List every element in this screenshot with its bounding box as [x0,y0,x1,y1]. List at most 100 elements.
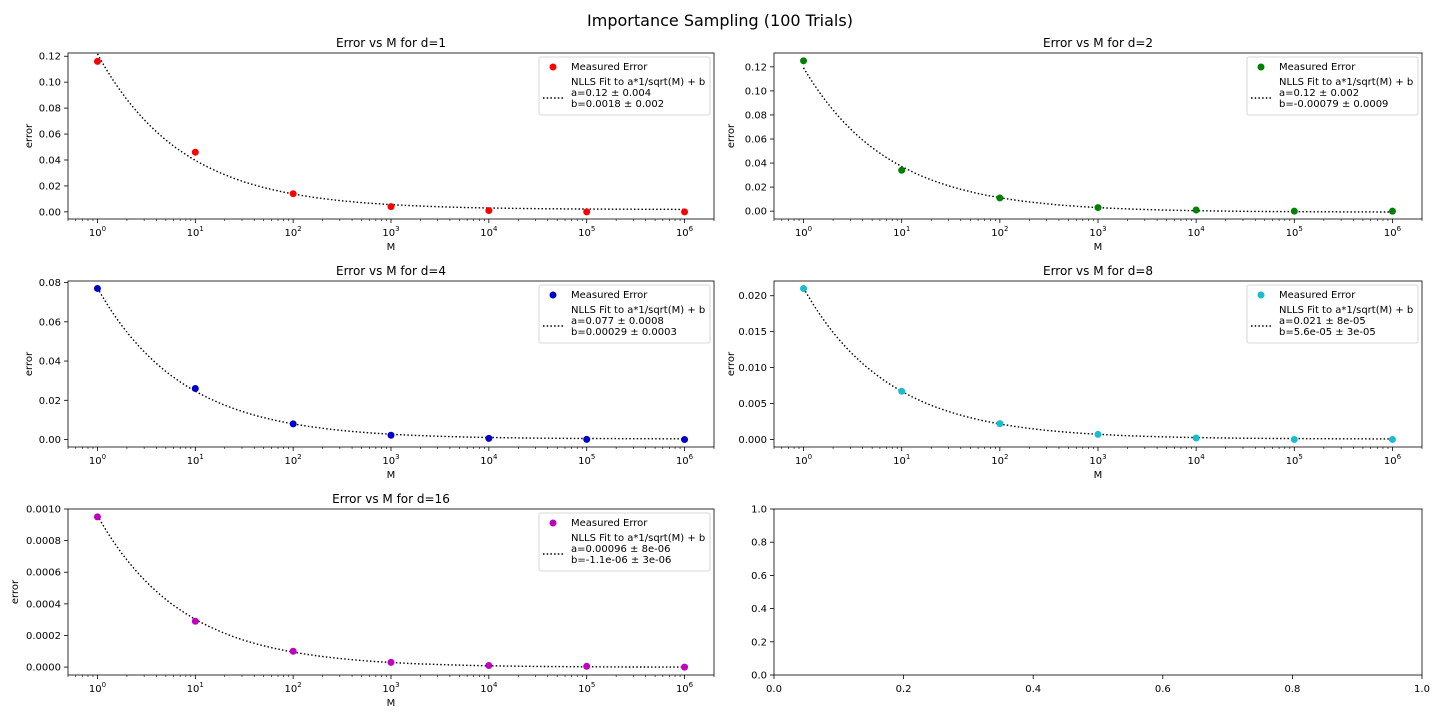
legend-marker [1257,63,1265,71]
y-axis-label: error [24,123,35,148]
x-tick-label: 104 [480,225,498,239]
data-point [387,431,395,439]
x-tick-label: 105 [1286,225,1303,239]
data-point [93,57,101,65]
x-tick-label: 104 [1188,225,1206,239]
data-point [1290,435,1298,443]
x-axis-label: M [387,242,396,253]
x-tick-label: 106 [1384,225,1402,239]
y-tick-label: 0.02 [39,181,61,192]
data-point [1192,206,1200,214]
x-tick-label: 105 [1286,453,1303,467]
x-tick-label: 105 [578,681,595,695]
x-tick-label: 101 [187,681,204,695]
x-tick-label: 102 [285,225,302,239]
y-tick-label: 0.020 [738,291,767,302]
y-tick-label: 0.0 [751,671,767,682]
data-point [800,285,808,293]
y-tick-label: 0.0006 [26,568,61,579]
y-tick-label: 0.8 [751,538,767,549]
y-tick-label: 0.12 [745,62,767,73]
y-tick-label: 0.6 [751,571,767,582]
y-tick-label: 0.02 [39,396,61,407]
legend-entry-fit-line: a=0.077 ± 0.0008 [571,316,664,327]
y-axis-label: error [24,351,35,376]
legend-entry-fit-line: NLLS Fit to a*1/sqrt(M) + b [571,77,705,88]
subplot-6: 0.0 0.2 0.4 0.6 0.8 1.0 0.0 0.2 0.4 0.6 0.8 1.0 [751,505,1430,696]
legend-entry-fit-line: b=5.6e-05 ± 3e-05 [1279,327,1376,338]
data-point [93,284,101,292]
y-tick-label: 0.015 [738,327,767,338]
legend-entry-fit-line: b=-1.1e-06 ± 3e-06 [571,555,671,566]
legend-entry-fit-line: a=0.12 ± 0.002 [1279,88,1359,99]
x-tick-label: 104 [1188,453,1206,467]
legend-entry-measured: Measured Error [571,290,648,301]
x-tick-label: 106 [676,681,694,695]
x-tick-label: 100 [89,225,106,239]
x-tick-label: 100 [89,453,106,467]
x-tick-label: 101 [893,453,910,467]
y-tick-label: 0.0004 [26,599,61,610]
x-axis-label: M [1094,470,1103,481]
x-tick-label: 106 [676,225,694,239]
data-point [191,617,199,625]
x-tick-label: 105 [578,453,595,467]
legend-entry-measured: Measured Error [1279,290,1356,301]
x-tick-label: 0.2 [896,684,912,695]
data-point [1094,204,1102,212]
data-point [996,420,1004,428]
data-point [289,420,297,428]
legend-entry-measured: Measured Error [571,518,648,529]
y-axis-label: error [10,579,21,604]
legend: Measured Error NLLS Fit to a*1/sqrt(M) + … [538,512,711,572]
x-tick-label: 100 [795,453,812,467]
y-tick-label: 0.4 [751,604,767,615]
x-tick-label: 106 [676,453,694,467]
x-tick-label: 100 [795,225,812,239]
legend-entry-fit-line: NLLS Fit to a*1/sqrt(M) + b [571,305,705,316]
x-tick-label: 103 [382,225,399,239]
y-tick-label: 0.12 [39,52,61,63]
data-point [1192,434,1200,442]
subplot-5: Error vs M for d=16 0.0000 0.0002 0.0004 0.0… [10,492,715,709]
y-tick-label: 0.10 [39,78,61,89]
data-point [800,57,808,65]
data-point [681,208,689,216]
x-tick-label: 103 [382,681,399,695]
data-point [485,434,493,442]
y-tick-label: 1.0 [751,505,767,516]
y-tick-label: 0.0000 [26,663,61,674]
subplot-title: Error vs M for d=4 [336,264,446,278]
subplot-title: Error vs M for d=2 [1043,36,1153,50]
y-axis-label: error [726,123,737,148]
data-point [387,203,395,211]
subplot-3: Error vs M for d=4 0.00 0.02 0.04 0.06 0.08 10… [24,264,715,481]
data-point [898,387,906,395]
legend-marker [549,291,557,299]
y-tick-label: 0.08 [39,104,61,115]
y-tick-label: 0.0010 [26,505,61,516]
legend-entry-measured: Measured Error [1279,62,1356,73]
x-tick-label: 100 [89,681,106,695]
data-point [485,662,493,670]
y-tick-label: 0.0002 [26,631,61,642]
legend-box [538,512,711,572]
y-tick-label: 0.0008 [26,536,61,547]
data-point [485,207,493,215]
x-tick-label: 102 [285,681,302,695]
y-tick-label: 0.04 [745,159,767,170]
axes-frame [773,52,1423,220]
y-axis-label: error [726,351,737,376]
x-axis-label: M [387,470,396,481]
y-tick-label: 0.06 [39,317,61,328]
data-point [1388,435,1396,443]
x-tick-label: 104 [480,453,498,467]
x-tick-label: 103 [1089,453,1106,467]
y-tick-label: 0.2 [751,637,767,648]
legend-marker [1257,291,1265,299]
y-tick-label: 0.08 [39,278,61,289]
data-point [996,194,1004,202]
data-point [681,663,689,671]
x-tick-label: 102 [991,225,1008,239]
x-axis-label: M [1094,242,1103,253]
